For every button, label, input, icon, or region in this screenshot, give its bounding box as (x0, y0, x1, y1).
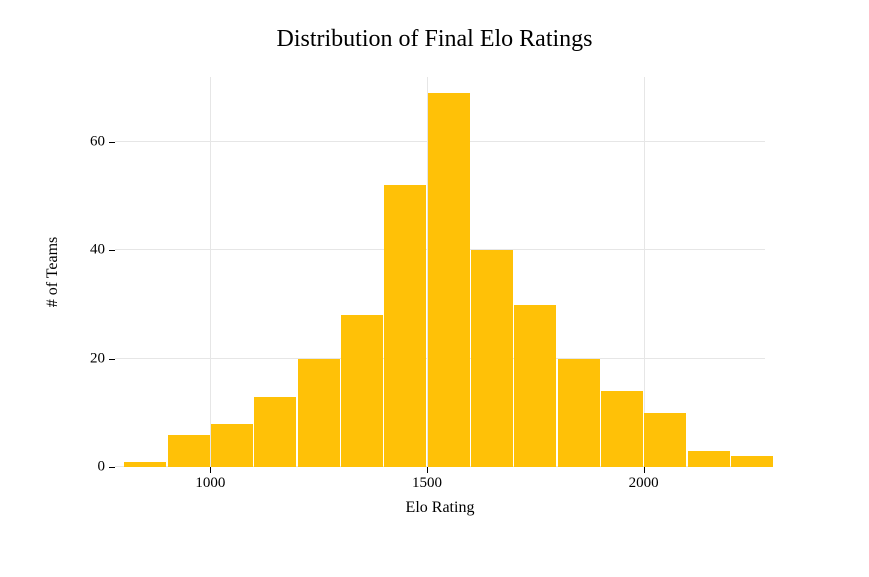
histogram-bar (254, 397, 296, 467)
histogram-bar (688, 451, 730, 467)
histogram-bar (211, 424, 253, 467)
grid-line (210, 77, 211, 467)
x-tick-label: 1000 (195, 475, 225, 492)
histogram-bar (428, 93, 470, 467)
y-tick-mark (109, 359, 115, 360)
y-tick-mark (109, 467, 115, 468)
histogram-bar (168, 435, 210, 468)
y-tick-label: 20 (90, 350, 105, 367)
x-tick-mark (427, 467, 428, 473)
histogram-bar (471, 250, 513, 467)
y-tick-mark (109, 142, 115, 143)
plot-area (115, 77, 765, 467)
x-tick-mark (644, 467, 645, 473)
histogram-bar (731, 456, 773, 467)
y-tick-mark (109, 250, 115, 251)
histogram-chart: Distribution of Final Elo Ratings Elo Ra… (0, 0, 869, 577)
histogram-bar (514, 305, 556, 468)
y-axis-label: # of Teams (44, 237, 62, 308)
x-axis-label: Elo Rating (406, 499, 475, 517)
histogram-bar (124, 462, 166, 467)
histogram-bar (298, 359, 340, 467)
histogram-bar (644, 413, 686, 467)
y-tick-label: 60 (90, 134, 105, 151)
histogram-bar (558, 359, 600, 467)
x-tick-label: 1500 (412, 475, 442, 492)
histogram-bar (384, 185, 426, 467)
histogram-bar (341, 315, 383, 467)
chart-title: Distribution of Final Elo Ratings (0, 26, 869, 53)
histogram-bar (601, 391, 643, 467)
y-tick-label: 40 (90, 242, 105, 259)
x-tick-label: 2000 (629, 475, 659, 492)
y-tick-label: 0 (98, 459, 106, 476)
x-tick-mark (210, 467, 211, 473)
grid-line (644, 77, 645, 467)
